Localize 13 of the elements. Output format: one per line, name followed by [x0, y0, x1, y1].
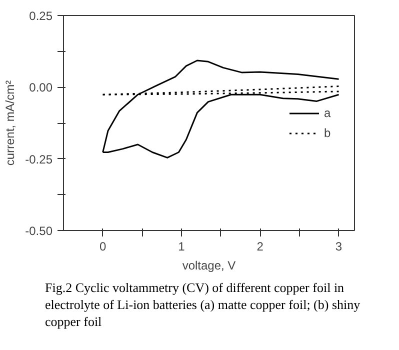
- y-tick-label: -0.25: [25, 152, 53, 166]
- y-tick-label: -0.50: [25, 224, 53, 238]
- x-axis-title: voltage, V: [182, 258, 236, 272]
- x-tick-label: 1: [178, 240, 186, 254]
- caption: Fig.2 Cyclic voltammetry (CV) of different copper foil in electrolyte of Li-ion batteries (a) matte copper foil; (b) shiny copper foil: [45, 280, 362, 331]
- x-tick-label: 3: [335, 240, 342, 254]
- y-axis-title: current, mA/cm²: [3, 80, 18, 166]
- x-tick-label: 0: [99, 240, 106, 254]
- legend-label: b: [324, 126, 332, 140]
- x-tick-label: 2: [256, 240, 264, 254]
- y-tick-label: 0.25: [29, 9, 53, 23]
- legend-label: a: [324, 106, 332, 120]
- y-tick-label: 0.00: [29, 80, 53, 95]
